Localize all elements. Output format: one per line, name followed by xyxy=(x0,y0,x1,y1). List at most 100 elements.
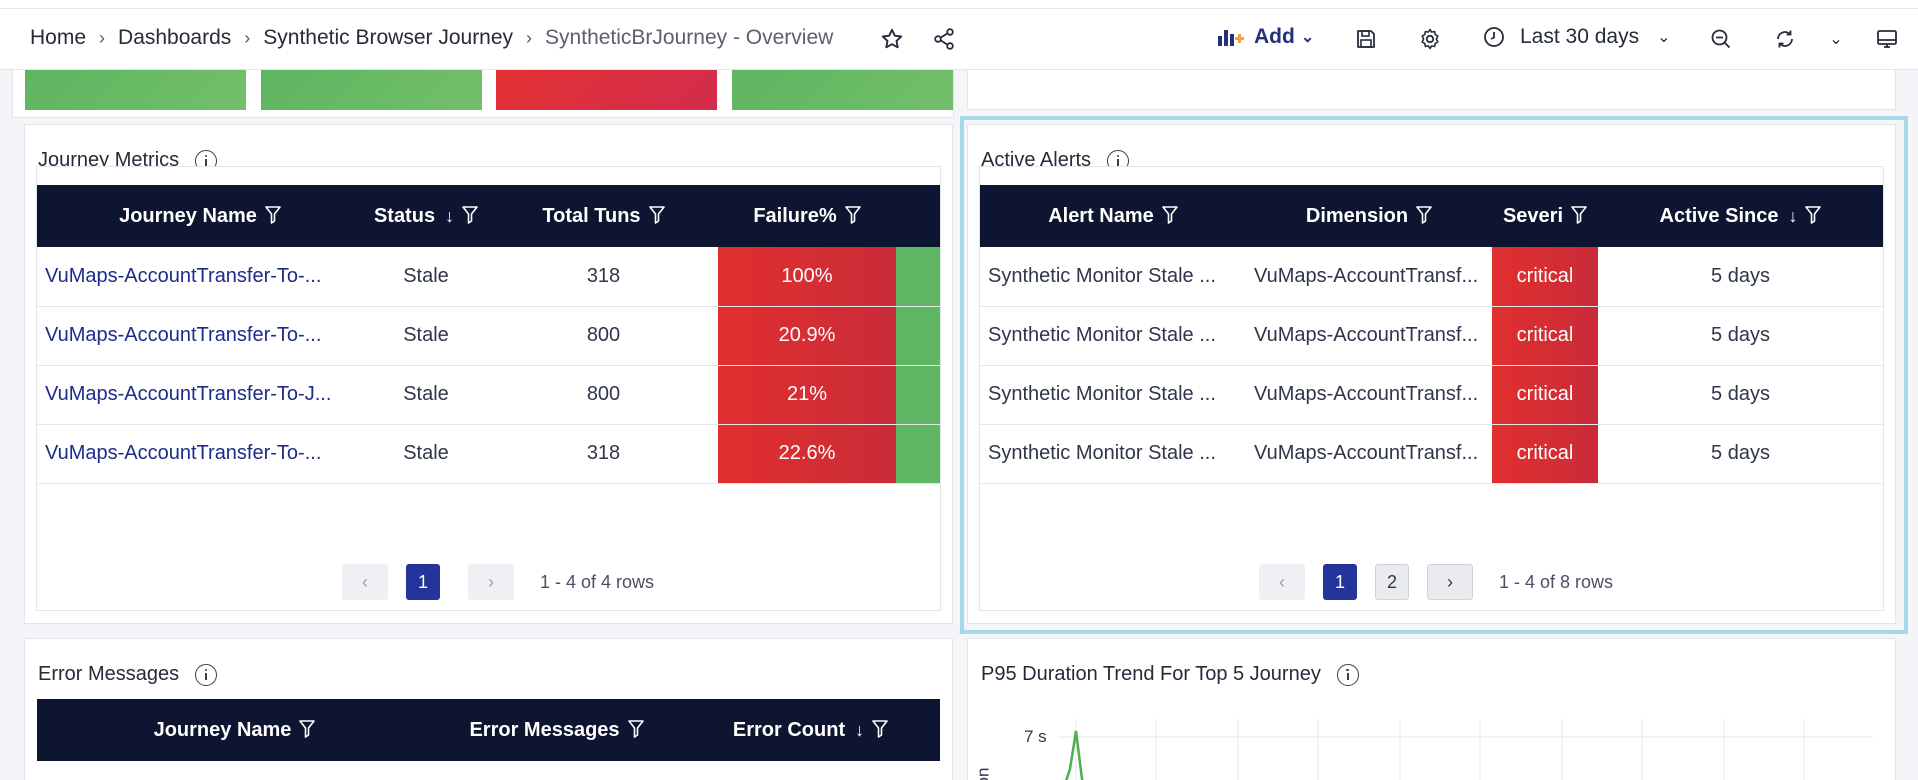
stat-tile-ok xyxy=(732,70,953,110)
table-row: VuMaps-AccountTransfer-To-... Stale 800 … xyxy=(37,306,940,366)
column-header-severity[interactable]: Severi xyxy=(1492,185,1598,247)
panel-title: P95 Duration Trend For Top 5 Journey xyxy=(981,663,1359,686)
next-page-button[interactable]: › xyxy=(468,564,514,600)
chevron-right-icon: › xyxy=(244,27,251,48)
failure-cell: 21% xyxy=(718,365,896,425)
column-header-dimension[interactable]: Dimension xyxy=(1246,185,1492,247)
refresh-interval-chevron-icon[interactable]: ⌄ xyxy=(1829,31,1843,48)
column-header-error-messages[interactable]: Error Messages xyxy=(432,699,681,761)
journey-name-link[interactable]: VuMaps-AccountTransfer-To-J... xyxy=(37,365,363,425)
gear-icon[interactable] xyxy=(1416,25,1444,53)
total-runs-cell: 800 xyxy=(489,365,718,425)
breadcrumb-current: SyntheticBrJourney - Overview xyxy=(545,26,834,49)
journey-name-link[interactable]: VuMaps-AccountTransfer-To-... xyxy=(37,247,363,307)
column-header-alert-name[interactable]: Alert Name xyxy=(980,185,1246,247)
filter-icon[interactable] xyxy=(648,205,665,224)
breadcrumb-home[interactable]: Home xyxy=(30,26,87,49)
active-since-cell: 5 days xyxy=(1598,424,1883,484)
severity-badge: critical xyxy=(1492,247,1598,307)
journey-name-link[interactable]: VuMaps-AccountTransfer-To-... xyxy=(37,424,363,484)
filter-icon[interactable] xyxy=(462,205,478,224)
filter-icon[interactable] xyxy=(265,205,281,224)
status-cell: Stale xyxy=(363,306,489,366)
p95-trend-chart xyxy=(1058,719,1873,780)
sort-down-icon[interactable]: ↓ xyxy=(445,205,455,226)
column-header-journey-name[interactable]: Journey Name xyxy=(37,699,432,761)
next-page-button[interactable]: › xyxy=(1427,564,1473,600)
star-icon[interactable] xyxy=(878,25,906,53)
stat-panel-right xyxy=(967,70,1896,110)
refresh-icon[interactable] xyxy=(1771,25,1799,53)
column-header-status[interactable]: Status ↓ xyxy=(363,185,489,247)
rows-count: 1 - 4 of 8 rows xyxy=(1499,571,1614,592)
status-cell: Stale xyxy=(363,424,489,484)
dimension-cell: VuMaps-AccountTransf... xyxy=(1246,424,1492,484)
status-color-cell xyxy=(896,247,940,307)
journey-metrics-table: Journey Name Status ↓ Total Tuns Failure%… xyxy=(37,185,940,484)
severity-badge: critical xyxy=(1492,306,1598,366)
page-1-button[interactable]: 1 xyxy=(406,564,440,600)
breadcrumb-dashboards[interactable]: Dashboards xyxy=(118,26,232,49)
table-row: Synthetic Monitor Stale ... VuMaps-Accou… xyxy=(980,424,1883,484)
journey-metrics-title: Journey Metrics xyxy=(38,149,180,171)
filter-icon[interactable] xyxy=(872,719,888,738)
p95-trend-title: P95 Duration Trend For Top 5 Journey xyxy=(981,663,1321,685)
column-header-total-tuns[interactable]: Total Tuns xyxy=(489,185,718,247)
severity-badge: critical xyxy=(1492,365,1598,425)
panel-title: Error Messages xyxy=(38,663,218,686)
filter-icon[interactable] xyxy=(299,719,316,738)
filter-icon[interactable] xyxy=(1416,205,1432,224)
prev-page-button[interactable]: ‹ xyxy=(1259,564,1305,600)
add-button-label: Add xyxy=(1254,25,1295,48)
status-color-cell xyxy=(896,306,940,366)
column-header-error-count[interactable]: Error Count ↓ xyxy=(681,699,940,761)
share-icon[interactable] xyxy=(930,25,958,53)
status-cell: Stale xyxy=(363,365,489,425)
stat-tile-critical xyxy=(496,70,717,110)
table-row: VuMaps-AccountTransfer-To-... Stale 318 … xyxy=(37,424,940,484)
failure-cell: 22.6% xyxy=(718,424,896,484)
page-1-button[interactable]: 1 xyxy=(1323,564,1357,600)
alert-name-cell: Synthetic Monitor Stale ... xyxy=(980,365,1246,425)
dimension-cell: VuMaps-AccountTransf... xyxy=(1246,365,1492,425)
table-row: Synthetic Monitor Stale ... VuMaps-Accou… xyxy=(980,365,1883,425)
alert-name-cell: Synthetic Monitor Stale ... xyxy=(980,306,1246,366)
tv-mode-icon[interactable] xyxy=(1873,25,1901,53)
total-runs-cell: 318 xyxy=(489,247,718,307)
page-2-button[interactable]: 2 xyxy=(1375,564,1409,600)
column-header-extra xyxy=(896,185,940,247)
info-icon[interactable] xyxy=(195,663,218,686)
info-icon[interactable] xyxy=(1336,663,1359,686)
filter-icon[interactable] xyxy=(1161,205,1178,224)
table-row: Synthetic Monitor Stale ... VuMaps-Accou… xyxy=(980,247,1883,307)
top-divider xyxy=(0,8,1918,9)
filter-icon[interactable] xyxy=(1805,205,1822,224)
active-alerts-title: Active Alerts xyxy=(981,149,1092,171)
alert-name-cell: Synthetic Monitor Stale ... xyxy=(980,247,1246,307)
time-range-label: Last 30 days xyxy=(1520,25,1640,48)
filter-icon[interactable] xyxy=(1571,205,1587,224)
breadcrumb: Home › Dashboards › Synthetic Browser Jo… xyxy=(30,26,833,50)
zoom-out-icon[interactable] xyxy=(1707,25,1735,53)
column-header-failure[interactable]: Failure% xyxy=(718,185,896,247)
breadcrumb-synthetic-browser-journey[interactable]: Synthetic Browser Journey xyxy=(263,26,514,49)
add-panel-icon xyxy=(1218,26,1246,48)
active-since-cell: 5 days xyxy=(1598,247,1883,307)
sort-down-icon[interactable]: ↓ xyxy=(1788,205,1798,226)
prev-page-button[interactable]: ‹ xyxy=(342,564,388,600)
active-alerts-pager: ‹ 1 2 › 1 - 4 of 8 rows xyxy=(1259,564,1613,600)
add-button[interactable]: Add ⌄ xyxy=(1218,25,1314,49)
stat-tile-ok xyxy=(261,70,482,110)
sort-down-icon[interactable]: ↓ xyxy=(855,719,865,740)
column-header-active-since[interactable]: Active Since ↓ xyxy=(1598,185,1883,247)
column-header-journey-name[interactable]: Journey Name xyxy=(37,185,363,247)
error-messages-table: Journey Name Error Messages Error Count ↓ xyxy=(37,699,940,761)
chevron-down-icon: ⌄ xyxy=(1300,29,1315,46)
time-range-picker[interactable]: Last 30 days ⌄ xyxy=(1482,25,1671,49)
filter-icon[interactable] xyxy=(627,719,644,738)
filter-icon[interactable] xyxy=(844,205,861,224)
table-row: Synthetic Monitor Stale ... VuMaps-Accou… xyxy=(980,306,1883,366)
rows-count: 1 - 4 of 4 rows xyxy=(540,571,655,592)
save-icon[interactable] xyxy=(1352,25,1380,53)
journey-name-link[interactable]: VuMaps-AccountTransfer-To-... xyxy=(37,306,363,366)
